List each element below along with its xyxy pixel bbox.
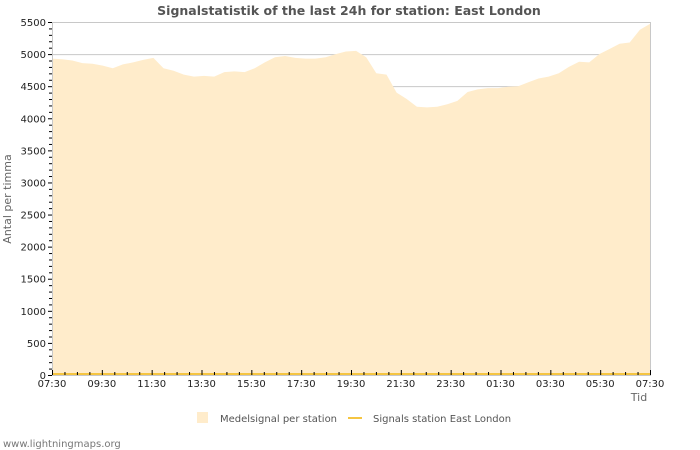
y-tick-label: 5500: [21, 18, 46, 29]
y-tick-label: 3000: [21, 178, 46, 189]
y-axis-title: Antal per timma: [1, 154, 14, 243]
x-tick-label: 07:30: [38, 379, 67, 390]
y-tick-label: 2000: [21, 243, 46, 254]
legend-label-medelsignal: Medelsignal per station: [220, 414, 337, 425]
y-tick-label: 4000: [21, 114, 46, 125]
legend-swatch-area: [197, 412, 208, 423]
y-tick-label: 1000: [21, 307, 46, 318]
y-tick-label: 2500: [21, 211, 46, 222]
x-tick-label: 23:30: [436, 379, 465, 390]
legend: Medelsignal per station Signals station …: [197, 412, 511, 425]
y-axis: 0 500 1000 1500 2000 2500 3000 3500 4000 4500 5000…: [21, 18, 52, 382]
x-tick-label: 15:30: [237, 379, 266, 390]
y-tick-label: 1500: [21, 275, 46, 286]
legend-label-signals-station: Signals station East London: [373, 414, 511, 425]
x-tick-label: 21:30: [386, 379, 415, 390]
x-axis-title: Tid: [630, 391, 647, 404]
x-tick-label: 01:30: [486, 379, 515, 390]
chart-title: Signalstatistik of the last 24h for stat…: [157, 3, 541, 18]
plot-frame: [52, 22, 651, 376]
x-tick-label: 07:30: [636, 379, 665, 390]
x-tick-label: 17:30: [287, 379, 316, 390]
y-tick-label: 0: [40, 371, 46, 382]
y-tick-label: 5000: [21, 50, 46, 61]
x-tick-label: 03:30: [536, 379, 565, 390]
y-tick-label: 500: [27, 339, 46, 350]
x-tick-label: 11:30: [137, 379, 166, 390]
footer-attribution: www.lightningmaps.org: [3, 439, 121, 450]
area-medelsignal: [52, 23, 650, 376]
x-axis: 07:30 09:30 11:30 13:30 15:30 17:30 19:30 21:30…: [38, 370, 665, 390]
x-tick-label: 19:30: [337, 379, 366, 390]
y-tick-label: 4500: [21, 82, 46, 93]
x-tick-label: 13:30: [187, 379, 216, 390]
x-tick-label: 09:30: [87, 379, 116, 390]
x-tick-label: 05:30: [586, 379, 615, 390]
y-tick-label: 3500: [21, 146, 46, 157]
